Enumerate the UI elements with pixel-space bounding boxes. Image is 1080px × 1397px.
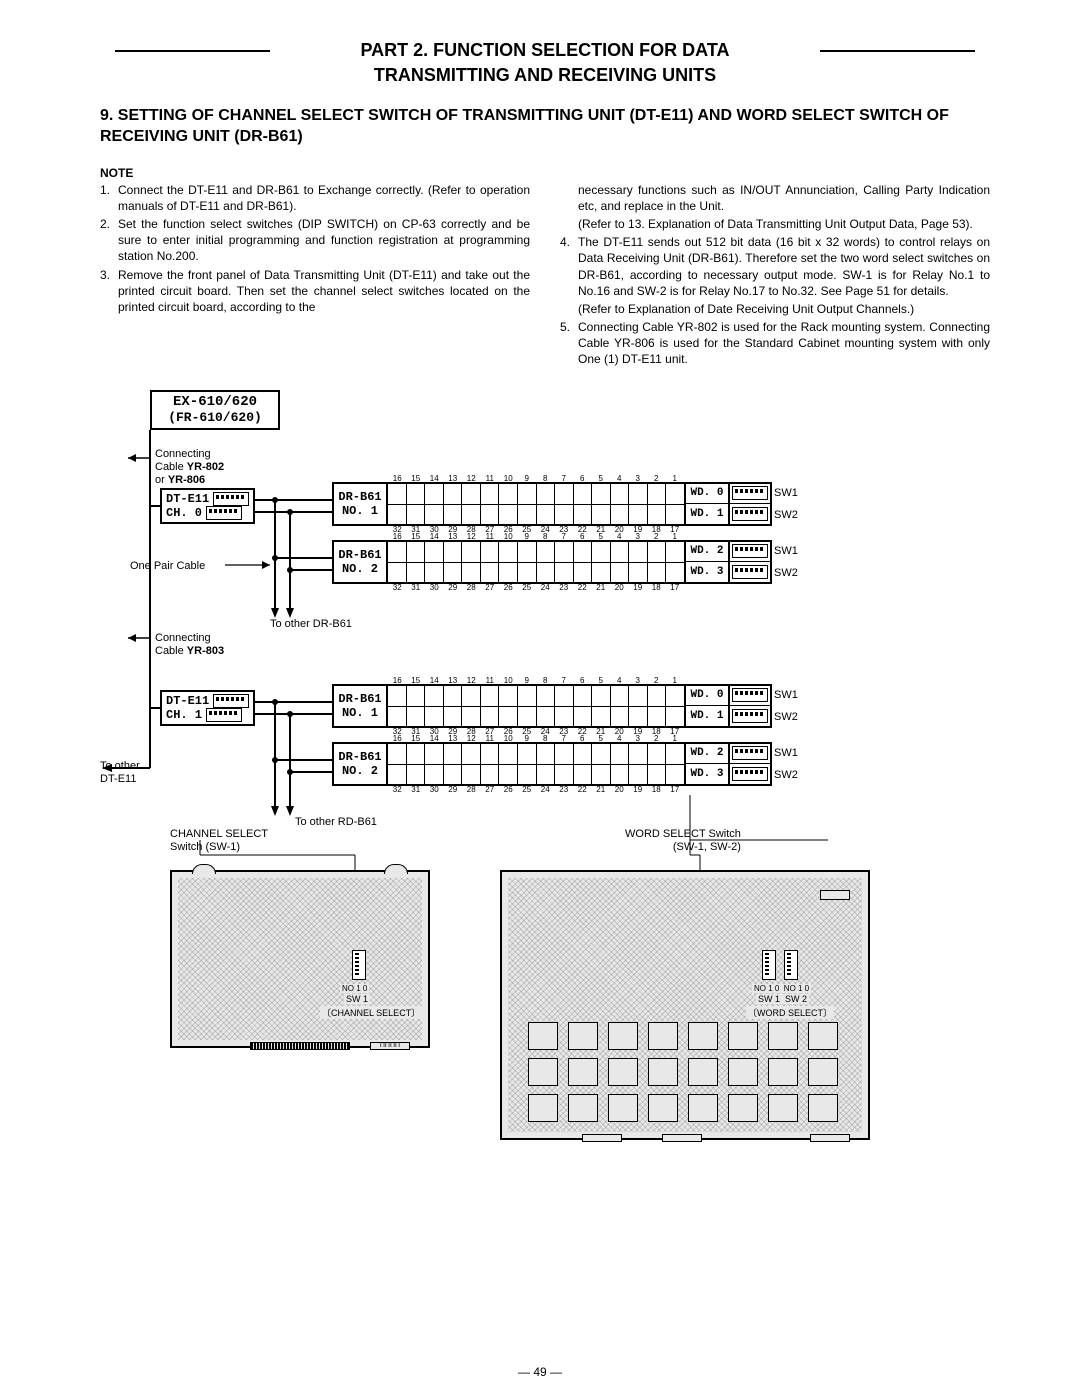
note-label: NOTE bbox=[100, 166, 990, 180]
dr-row-3: DR-B61NO. 1 16151413121110987654321 3231… bbox=[332, 684, 802, 728]
to-other-dr-label: To other DR-B61 bbox=[270, 618, 352, 631]
wiring-diagram: EX-610/620 (FR-610/620) Connecting Cable… bbox=[70, 390, 940, 1160]
relay-icon bbox=[728, 1094, 758, 1122]
channel-select-label: CHANNEL SELECTSwitch (SW-1) bbox=[170, 828, 268, 854]
exchange-box: EX-610/620 (FR-610/620) bbox=[150, 390, 280, 430]
dip-switch-icon bbox=[352, 950, 366, 980]
relay-icon bbox=[528, 1058, 558, 1086]
relay-icon bbox=[688, 1058, 718, 1086]
note-item: 5.Connecting Cable YR-802 is used for th… bbox=[560, 319, 990, 368]
dr-row-1: DR-B61NO. 1 16151413121110987654321 3231… bbox=[332, 482, 802, 526]
dip-icon bbox=[206, 708, 242, 722]
dip-icon bbox=[213, 492, 249, 506]
note-item: 4.The DT-E11 sends out 512 bit data (16 … bbox=[560, 234, 990, 299]
dip-icon bbox=[206, 506, 242, 520]
note-item: 3.Remove the front panel of Data Transmi… bbox=[100, 267, 530, 316]
relay-icon bbox=[648, 1058, 678, 1086]
relay-icon bbox=[768, 1094, 798, 1122]
relay-icon bbox=[608, 1022, 638, 1050]
relay-icon bbox=[568, 1094, 598, 1122]
exchange-line2: (FR-610/620) bbox=[168, 410, 262, 425]
notes-block: 1.Connect the DT-E11 and DR-B61 to Excha… bbox=[100, 182, 990, 370]
note-item: 1.Connect the DT-E11 and DR-B61 to Excha… bbox=[100, 182, 530, 214]
relay-icon bbox=[568, 1022, 598, 1050]
exchange-line1: EX-610/620 bbox=[173, 394, 257, 410]
conn-cable-1: Connecting Cable YR-802 or YR-806 bbox=[155, 448, 224, 488]
relay-icon bbox=[808, 1058, 838, 1086]
relay-icon bbox=[808, 1094, 838, 1122]
dr-row-4: DR-B61NO. 2 16151413121110987654321 3231… bbox=[332, 742, 802, 786]
one-pair-label: One Pair Cable bbox=[130, 560, 205, 573]
relay-icon bbox=[528, 1022, 558, 1050]
relay-icon bbox=[608, 1094, 638, 1122]
relay-icon bbox=[648, 1094, 678, 1122]
dip-switch-icon bbox=[762, 950, 776, 980]
page-number: — 49 — bbox=[0, 1365, 1080, 1379]
relay-icon bbox=[688, 1022, 718, 1050]
relay-icon bbox=[728, 1022, 758, 1050]
notes-left-column: 1.Connect the DT-E11 and DR-B61 to Excha… bbox=[100, 182, 530, 370]
part-subtitle: TRANSMITTING AND RECEIVING UNITS bbox=[100, 65, 990, 86]
to-other-dte-label: To otherDT-E11 bbox=[100, 760, 140, 786]
conn-cable-2: Connecting Cable YR-803 bbox=[155, 632, 224, 658]
part-title: PART 2. FUNCTION SELECTION FOR DATA bbox=[100, 40, 990, 61]
word-select-label: WORD SELECT Switch(SW-1, SW-2) bbox=[625, 828, 741, 854]
note-item: 2.Set the function select switches (DIP … bbox=[100, 216, 530, 265]
dip-switch-icon bbox=[784, 950, 798, 980]
relay-icon bbox=[528, 1094, 558, 1122]
relay-icon bbox=[608, 1058, 638, 1086]
channel-select-pcb: NO 1 0 SW 1 〔CHANNEL SELECT〕 ΠΠΠΠ bbox=[170, 870, 430, 1048]
note-cont-1: necessary functions such as IN/OUT Annun… bbox=[560, 182, 990, 214]
note-cont-2: (Refer to 13. Explanation of Data Transm… bbox=[560, 216, 990, 232]
dr-row-2: DR-B61NO. 2 16151413121110987654321 3231… bbox=[332, 540, 802, 584]
notes-right-column: necessary functions such as IN/OUT Annun… bbox=[560, 182, 990, 370]
relay-icon bbox=[688, 1094, 718, 1122]
to-other-rd-label: To other RD-B61 bbox=[295, 816, 377, 829]
note-cont-3: (Refer to Explanation of Date Receiving … bbox=[560, 301, 990, 317]
relay-icon bbox=[808, 1022, 838, 1050]
section-heading: 9. SETTING OF CHANNEL SELECT SWITCH OF T… bbox=[100, 106, 990, 148]
relay-icon bbox=[768, 1022, 798, 1050]
relay-icon bbox=[728, 1058, 758, 1086]
dte11-ch0-box: DT-E11 CH. 0 bbox=[160, 488, 255, 524]
dte11-ch1-box: DT-E11 CH. 1 bbox=[160, 690, 255, 726]
relay-icon bbox=[768, 1058, 798, 1086]
relay-icon bbox=[568, 1058, 598, 1086]
dip-icon bbox=[213, 694, 249, 708]
word-select-pcb: NO 1 0 NO 1 0 SW 1 SW 2 〔WORD SELECT〕 bbox=[500, 870, 870, 1140]
relay-icon bbox=[648, 1022, 678, 1050]
